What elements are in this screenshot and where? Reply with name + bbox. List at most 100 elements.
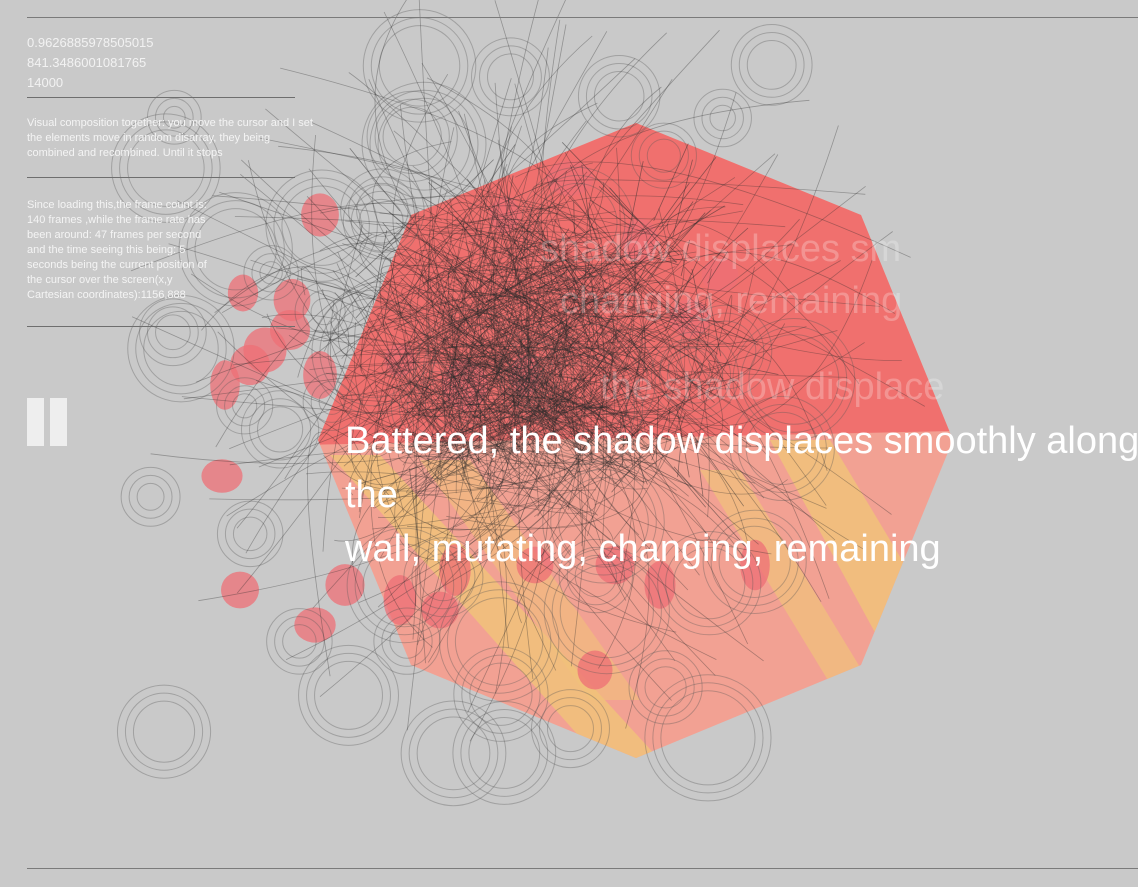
scribble-stroke (275, 327, 557, 481)
ring (559, 564, 654, 659)
ring (400, 700, 507, 807)
scribble-stroke (217, 331, 438, 451)
ring (650, 331, 740, 420)
ring (216, 500, 284, 568)
blob (243, 327, 287, 373)
yellow-stripe (700, 470, 880, 700)
ring (298, 644, 399, 746)
ring (514, 342, 566, 394)
scribble-stroke (496, 245, 613, 418)
scribble-stroke (429, 287, 609, 393)
dense-stroke (677, 416, 683, 423)
scribble-stroke (309, 361, 751, 557)
scribble-stroke (306, 196, 567, 431)
scribble-stroke (576, 208, 686, 384)
scribble-stroke (627, 224, 641, 292)
dense-stroke (355, 214, 426, 278)
ring (281, 185, 362, 266)
scribble-stroke (496, 292, 620, 363)
scribble-stroke (491, 320, 828, 496)
scribble-stroke (419, 249, 579, 431)
divider (27, 97, 295, 98)
scribble-stroke (423, 236, 603, 291)
scribble-stroke (448, 329, 713, 419)
dense-stroke (593, 347, 658, 394)
dense-stroke (518, 469, 541, 524)
scribble-stroke (666, 206, 726, 270)
scribble-stroke (455, 180, 590, 400)
scribble-stroke (438, 308, 531, 383)
scribble-stroke (284, 410, 518, 480)
dense-stroke (513, 252, 555, 260)
scribble-stroke (176, 200, 525, 382)
dense-stroke (593, 287, 633, 345)
headline-text: Battered, the shadow displaces smoothly … (345, 420, 1138, 570)
scribble-stroke (371, 306, 514, 608)
scribble-stroke (305, 471, 597, 515)
scribble-stroke (565, 255, 615, 396)
ring (232, 393, 258, 419)
scribble-stroke (506, 102, 698, 320)
dense-stroke (383, 210, 420, 249)
ring (381, 615, 433, 667)
scribble-stroke (423, 345, 747, 383)
dense-stroke (538, 409, 547, 427)
ring (302, 290, 346, 334)
dense-stroke (547, 376, 569, 452)
dense-stroke (564, 333, 625, 369)
dense-stroke (518, 304, 547, 373)
scribble-stroke (320, 195, 646, 386)
scribble-stroke (372, 141, 453, 310)
scribble-stroke (465, 299, 836, 541)
ring (143, 310, 219, 387)
dense-stroke (665, 314, 724, 323)
scribble-stroke (229, 444, 561, 551)
ring (139, 298, 207, 367)
dense-stroke (412, 381, 425, 451)
pause-button[interactable] (27, 398, 73, 451)
scribble-stroke (393, 232, 568, 663)
ghost-text: changing, remaining (560, 280, 903, 322)
scribble-layer (130, 0, 926, 742)
scribble-stroke (445, 380, 558, 433)
scribble-stroke (421, 365, 582, 599)
dense-stroke (402, 221, 415, 226)
ring (411, 545, 476, 610)
dense-stroke (611, 431, 662, 493)
ring (487, 53, 534, 101)
scribble-stroke (334, 292, 466, 464)
ring (406, 378, 463, 436)
scribble-stroke (453, 358, 676, 661)
ring (403, 537, 484, 618)
scribble-stroke (409, 450, 650, 729)
scribble-stroke (527, 299, 771, 447)
dense-stroke (568, 195, 638, 266)
scribble-stroke (297, 281, 624, 483)
dense-stroke (474, 314, 520, 333)
dense-stroke (619, 209, 633, 221)
dense-stroke (597, 425, 643, 473)
dense-stroke (389, 284, 401, 316)
dense-stroke (387, 315, 411, 321)
dense-stroke (465, 354, 509, 429)
scribble-stroke (442, 338, 546, 477)
scribble-stroke (209, 357, 603, 501)
scribble-stroke (537, 281, 584, 553)
dense-stroke (606, 253, 650, 306)
dense-stroke (679, 308, 759, 346)
scribble-stroke (423, 336, 702, 484)
dense-stroke (449, 288, 528, 300)
dense-stroke (543, 228, 570, 268)
ring (574, 554, 618, 598)
dense-stroke (576, 383, 650, 413)
scribble-stroke (280, 67, 602, 319)
scribble-stroke (508, 293, 670, 540)
scribble-stroke (360, 171, 588, 378)
dense-stroke (600, 272, 619, 344)
scribble-stroke (130, 202, 442, 272)
scribble-stroke (391, 342, 865, 465)
dense-stroke (401, 349, 439, 407)
ring (194, 208, 277, 291)
scribble-stroke (636, 252, 896, 459)
